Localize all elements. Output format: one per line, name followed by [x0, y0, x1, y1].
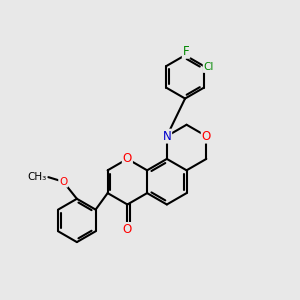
Text: O: O — [59, 177, 67, 187]
Text: N: N — [163, 130, 171, 142]
Text: CH₃: CH₃ — [27, 172, 46, 182]
Text: O: O — [123, 152, 132, 165]
Text: Cl: Cl — [204, 62, 214, 72]
Text: O: O — [123, 223, 132, 236]
Text: F: F — [183, 45, 189, 58]
Text: O: O — [202, 130, 211, 142]
